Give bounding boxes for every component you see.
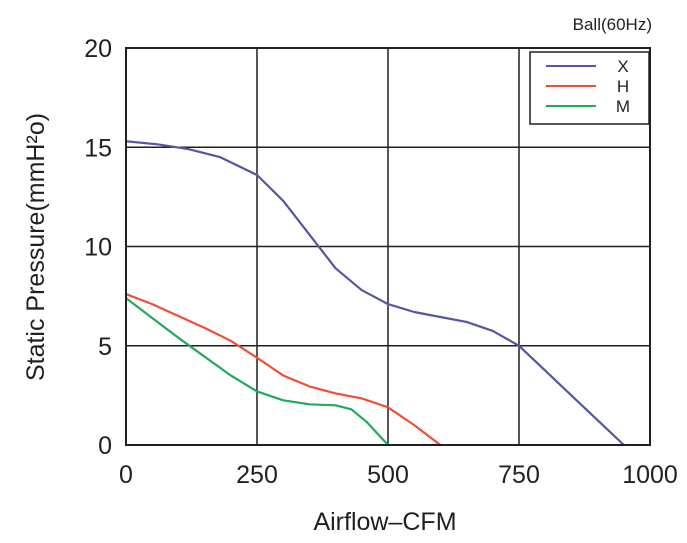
legend: XHM [529,51,650,125]
x-tick-label: 0 [119,461,133,489]
legend-label-m: M [616,97,630,116]
series-line-m [124,297,390,447]
x-axis-title: Airflow–CFM [313,508,456,536]
legend-box [529,51,650,125]
x-tick-labels: 0 250 500 750 1000 [119,461,678,489]
legend-label-h: H [617,77,629,96]
y-tick-labels: 0 5 10 15 20 [84,35,112,460]
y-axis-title: Static Pressure(mmH²o) [22,113,50,381]
x-tick-label: 500 [367,461,409,489]
x-tick-label: 1000 [622,461,678,489]
y-tick-label: 20 [84,35,112,63]
corner-note: Ball(60Hz) [573,15,652,34]
y-tick-label: 15 [84,134,112,162]
series-lines [124,140,625,447]
series-line-h [124,293,442,447]
legend-label-x: X [617,57,628,76]
x-tick-label: 250 [236,461,278,489]
x-tick-label: 750 [498,461,540,489]
plot-frame [125,47,651,446]
y-tick-label: 0 [98,432,112,460]
y-tick-label: 5 [98,333,112,361]
y-tick-label: 10 [84,234,112,262]
series-line-x [124,140,625,447]
